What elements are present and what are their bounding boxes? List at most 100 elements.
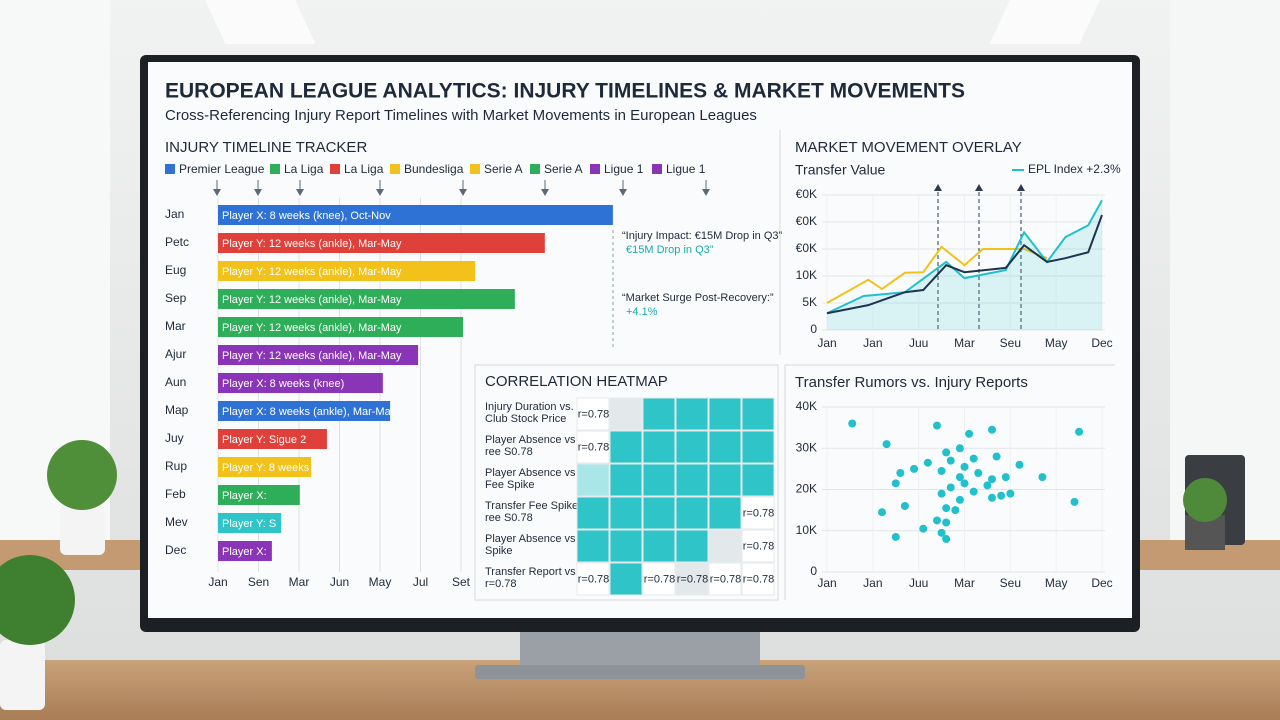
row-label: Fee Spike — [485, 479, 535, 491]
x-tick-label: May — [369, 575, 392, 589]
x-tick-label: Juu — [909, 336, 928, 350]
event-arrow — [934, 184, 942, 191]
point — [896, 469, 905, 477]
heat-cell — [642, 430, 676, 464]
point — [900, 502, 909, 510]
point — [974, 469, 983, 477]
row-label: Player Absence vs. — [485, 434, 579, 446]
plant — [0, 555, 75, 645]
chart-title: CORRELATION HEATMAP — [485, 373, 668, 390]
heat-cell — [642, 463, 676, 497]
y-tick-label: Petc — [165, 235, 189, 249]
point — [937, 489, 946, 498]
heat-cell — [675, 397, 709, 431]
heat-cell — [741, 496, 775, 530]
legend-swatch — [390, 164, 400, 174]
point — [933, 421, 941, 430]
y-tick-label: Sep — [165, 291, 187, 305]
point — [955, 473, 964, 482]
page-subtitle: Cross-Referencing Injury Report Timeline… — [165, 107, 757, 124]
point — [1070, 497, 1079, 506]
bar-label: Player X: — [222, 490, 267, 502]
heat-cell — [642, 562, 676, 596]
heat-cell — [741, 397, 775, 431]
x-tick-label: Set — [452, 575, 471, 589]
legend-label: Premier League — [179, 162, 265, 176]
cell-label: r=0.78 — [578, 573, 610, 585]
point — [946, 456, 955, 465]
x-tick-label: Jul — [413, 575, 428, 589]
x-tick-label: Jun — [330, 575, 349, 589]
heat-cell — [675, 529, 709, 563]
y-axis-label: Transfer Value — [795, 162, 885, 178]
x-tick-label: Dec — [1091, 576, 1112, 590]
point — [882, 440, 891, 449]
cell-label: r=0.78 — [743, 573, 775, 585]
y-tick-label: Aun — [165, 375, 186, 389]
y-tick-label: €0K — [796, 241, 817, 255]
legend-label: Ligue 1 — [604, 162, 644, 176]
legend-label: Bundesliga — [404, 162, 464, 176]
bar-label: Player X: 8 weeks (knee), Oct-Nov — [222, 210, 391, 222]
row-label: ree S0.78 — [485, 446, 533, 458]
heat-cell — [642, 496, 676, 530]
legend-swatch — [270, 164, 280, 174]
legend-label: Serie A — [544, 162, 583, 176]
event-arrow — [1017, 184, 1025, 191]
heat-cell — [741, 430, 775, 464]
heat-cell — [609, 529, 643, 563]
bar-label: Player X: 8 weeks (ankle), Mar-May — [222, 406, 397, 418]
row-label: Transfer Fee Spike — [485, 500, 578, 512]
bar-label: Player Y: 12 weeks (ankle), Mar-May — [222, 350, 402, 362]
legend-swatch — [165, 164, 175, 174]
legend-label: EPL Index +2.3% — [1028, 162, 1121, 176]
plant-pot — [60, 505, 105, 555]
point — [942, 518, 951, 527]
y-tick-label: Feb — [165, 487, 186, 501]
point — [910, 464, 919, 473]
bar-label: Player Y: Sigue 2 — [222, 434, 306, 446]
bar-label: Player Y: 8 weeks — [222, 462, 310, 474]
cell-label: r=0.78 — [644, 573, 676, 585]
legend-swatch — [652, 164, 662, 174]
bar — [218, 401, 391, 421]
plant — [47, 440, 117, 510]
point — [1001, 473, 1010, 482]
point — [942, 504, 951, 513]
y-tick-label: 0 — [810, 564, 817, 578]
heat-cell — [609, 463, 643, 497]
y-tick-label: Eug — [165, 263, 186, 277]
point — [919, 524, 928, 533]
legend-swatch — [590, 164, 600, 174]
bar — [218, 429, 327, 449]
plant-pot — [0, 640, 45, 710]
x-tick-label: Mar — [289, 575, 310, 589]
page-title: EUROPEAN LEAGUE ANALYTICS: INJURY TIMELI… — [165, 80, 965, 103]
x-tick-label: Sen — [248, 575, 269, 589]
heat-cell — [708, 463, 742, 497]
panel-border — [474, 364, 779, 601]
heat-cell — [576, 463, 610, 497]
y-tick-label: 20K — [796, 482, 817, 496]
x-tick-label: Seu — [1000, 336, 1021, 350]
x-tick-label: Jan — [863, 576, 882, 590]
x-tick-label: Dec — [1091, 336, 1112, 350]
row-label: Player Absence vs. — [485, 533, 579, 545]
y-tick-label: 10K — [796, 523, 817, 537]
bar — [218, 485, 300, 505]
point — [946, 483, 955, 492]
point — [955, 495, 964, 504]
y-tick-label: 5K — [802, 295, 817, 309]
legend-label: Ligue 1 — [666, 162, 706, 176]
bar — [218, 345, 419, 365]
y-tick-label: Juy — [165, 431, 184, 445]
line — [826, 214, 1103, 315]
x-tick-label: Juu — [909, 576, 928, 590]
point — [955, 444, 964, 453]
x-tick-label: Seu — [1000, 576, 1021, 590]
point — [891, 532, 900, 541]
area — [827, 200, 1102, 330]
heat-cell — [708, 430, 742, 464]
point — [1006, 489, 1015, 498]
arrow-head — [376, 189, 384, 196]
